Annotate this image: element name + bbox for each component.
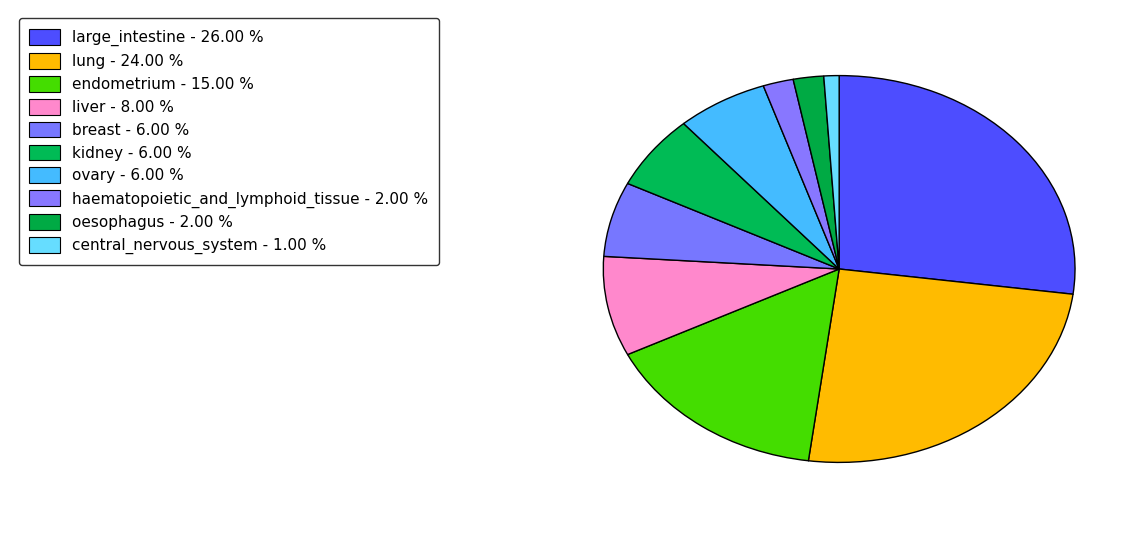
Wedge shape (603, 183, 839, 269)
Wedge shape (684, 86, 839, 269)
Wedge shape (793, 76, 839, 269)
Wedge shape (839, 75, 1075, 294)
Wedge shape (603, 256, 839, 355)
Wedge shape (809, 269, 1073, 463)
Wedge shape (763, 79, 839, 269)
Wedge shape (823, 75, 839, 269)
Legend: large_intestine - 26.00 %, lung - 24.00 %, endometrium - 15.00 %, liver - 8.00 %: large_intestine - 26.00 %, lung - 24.00 … (18, 18, 439, 265)
Wedge shape (627, 269, 839, 461)
Wedge shape (627, 124, 839, 269)
